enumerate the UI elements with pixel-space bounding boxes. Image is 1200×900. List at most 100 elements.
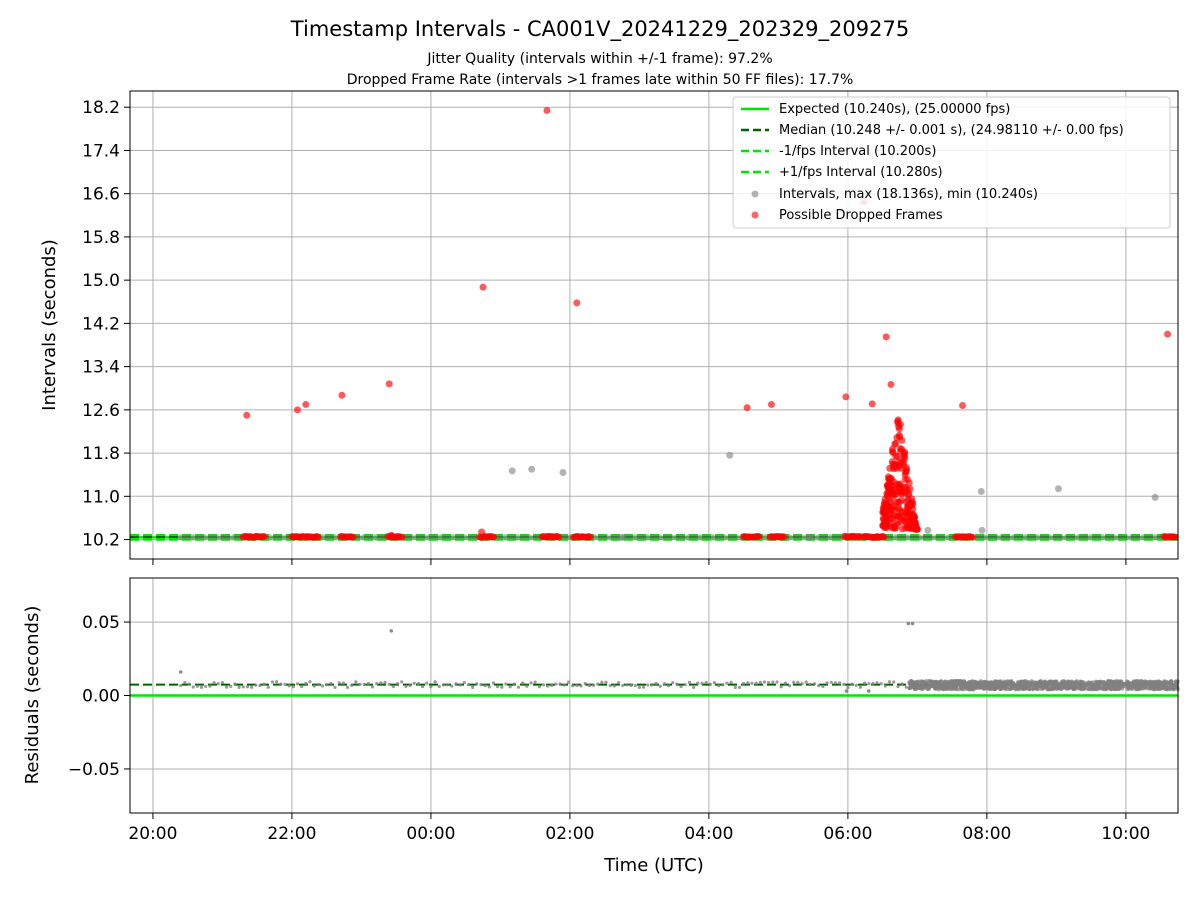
residual-point: [621, 683, 625, 687]
residual-point: [875, 681, 879, 685]
dropped-frame-point: [905, 504, 913, 512]
dropped-frame-point: [911, 513, 919, 521]
residual-point: [208, 684, 212, 688]
residual-point: [1139, 680, 1143, 684]
residual-point: [420, 685, 425, 689]
residual-point: [521, 681, 525, 685]
interval-point: [650, 534, 657, 541]
residual-point: [862, 681, 867, 685]
interval-point: [508, 534, 515, 541]
dropped-frame-point: [479, 283, 487, 291]
interval-point: [528, 465, 536, 473]
residual-point: [487, 685, 491, 689]
dropped-frame-point: [902, 468, 910, 476]
intervals-y-tick-label: 11.0: [82, 487, 120, 507]
dropped-frame-point: [883, 516, 891, 524]
interval-point: [933, 534, 941, 541]
interval-point: [703, 534, 710, 541]
residual-point: [212, 681, 216, 685]
residual-point: [541, 683, 546, 687]
residual-point: [395, 681, 400, 686]
dropped-frame-point: [892, 498, 900, 506]
residual-point: [266, 685, 270, 689]
dropped-frame-point: [1164, 330, 1172, 338]
residual-point: [804, 680, 808, 684]
residual-point: [329, 681, 333, 686]
dropped-frame-point: [902, 498, 910, 506]
legend-label-minus-fps: -1/fps Interval (10.200s): [779, 144, 936, 159]
residual-point: [754, 681, 758, 685]
residual-point: [412, 681, 416, 685]
residual-point: [462, 681, 466, 685]
intervals-y-tick-label: 16.6: [82, 185, 120, 205]
residual-point: [771, 680, 775, 684]
interval-point: [673, 534, 681, 541]
residual-point: [458, 683, 462, 687]
interval-point: [998, 534, 1006, 541]
interval-point: [1034, 534, 1041, 541]
residual-point: [646, 683, 650, 687]
interval-point: [915, 534, 923, 541]
interval-point: [644, 534, 651, 541]
interval-point: [277, 534, 285, 541]
residual-point: [220, 680, 225, 685]
dropped-frame-point: [543, 106, 551, 114]
residual-outlier-point: [906, 621, 911, 626]
residual-point: [345, 685, 350, 690]
intervals-plot-frame: [129, 90, 1179, 560]
residual-point: [471, 685, 475, 689]
residual-point: [441, 683, 446, 687]
residual-point: [933, 679, 938, 684]
residual-outlier-point: [866, 689, 871, 693]
residual-point: [1055, 681, 1059, 685]
residual-point: [450, 684, 454, 688]
intervals-y-tick-label: 18.2: [82, 98, 120, 118]
residual-point: [937, 687, 941, 692]
dropped-frame-point: [880, 533, 888, 541]
dropped-frame-point: [398, 533, 406, 541]
interval-point: [1028, 534, 1035, 541]
interval-point: [921, 534, 929, 541]
residual-point: [1035, 683, 1040, 688]
residual-point: [733, 685, 737, 690]
residual-point: [933, 687, 938, 691]
intervals-panel: 10.2 11.0 11.8 12.6 13.4 14.2 15.0 15.8 16.6 17.4…: [39, 90, 1179, 565]
residual-point: [1168, 685, 1172, 689]
residual-point: [1148, 680, 1153, 685]
residual-point: [896, 684, 900, 689]
dropped-frame-point: [908, 498, 916, 506]
interval-point: [437, 534, 444, 541]
interval-point: [939, 534, 946, 541]
intervals-y-tick-label: 12.6: [82, 401, 120, 421]
interval-point: [531, 534, 539, 541]
x-tick-label: 02:00: [545, 824, 594, 844]
dropped-frame-point: [338, 391, 346, 399]
residual-point: [391, 684, 395, 689]
interval-point: [1039, 534, 1047, 541]
residual-point: [612, 684, 616, 688]
intervals-x-ticks: [152, 559, 1127, 565]
dropped-frame-point: [780, 533, 788, 541]
residual-point: [583, 681, 587, 686]
residual-point: [183, 680, 187, 685]
dropped-frame-point: [883, 503, 891, 511]
dropped-frame-point: [586, 533, 594, 541]
residual-point: [1164, 679, 1169, 684]
residual-point: [179, 683, 183, 688]
residuals-y-ticks: 0.05 0.00 −0.05: [68, 613, 130, 780]
residual-point: [591, 683, 596, 687]
dropped-frame-point: [959, 402, 967, 410]
residual-point: [704, 680, 708, 685]
residual-point: [1104, 687, 1109, 692]
dropped-frame-point: [260, 533, 268, 541]
interval-point: [224, 534, 232, 541]
interval-point: [520, 534, 527, 541]
residual-point: [1087, 687, 1091, 692]
residual-point: [1027, 686, 1031, 690]
dropped-frame-point: [387, 531, 395, 539]
interval-point: [1004, 534, 1011, 541]
residual-point: [362, 682, 366, 687]
dropped-frame-point: [349, 533, 357, 541]
residual-point: [1046, 687, 1050, 692]
residual-point: [1122, 681, 1127, 686]
